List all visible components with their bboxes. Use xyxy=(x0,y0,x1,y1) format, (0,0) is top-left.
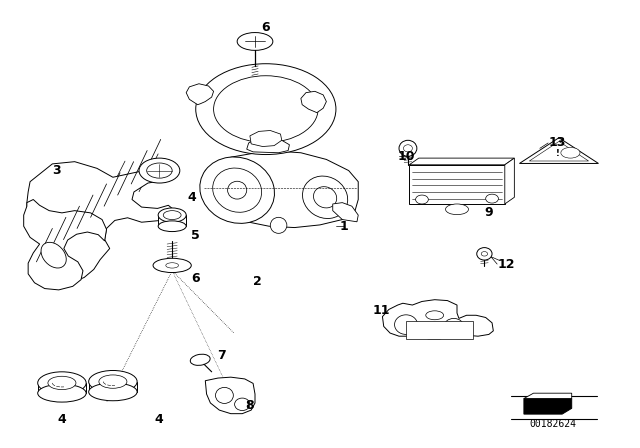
Polygon shape xyxy=(383,300,493,339)
Ellipse shape xyxy=(214,76,318,142)
Polygon shape xyxy=(301,91,326,113)
Text: 6: 6 xyxy=(191,272,200,285)
Ellipse shape xyxy=(153,258,191,272)
Ellipse shape xyxy=(394,315,417,334)
Polygon shape xyxy=(529,142,589,161)
Ellipse shape xyxy=(190,354,210,366)
Ellipse shape xyxy=(561,147,580,158)
Ellipse shape xyxy=(212,168,262,212)
Ellipse shape xyxy=(216,388,234,404)
Ellipse shape xyxy=(403,145,412,152)
Ellipse shape xyxy=(158,221,186,232)
Polygon shape xyxy=(520,138,598,164)
Ellipse shape xyxy=(99,375,127,388)
Polygon shape xyxy=(505,158,515,204)
Text: 1: 1 xyxy=(339,220,348,233)
Polygon shape xyxy=(38,383,86,393)
Ellipse shape xyxy=(481,252,488,256)
Ellipse shape xyxy=(139,158,180,183)
Ellipse shape xyxy=(196,64,336,155)
Text: 4: 4 xyxy=(58,413,66,426)
Ellipse shape xyxy=(228,181,246,199)
Polygon shape xyxy=(524,399,572,414)
Polygon shape xyxy=(246,139,289,153)
Polygon shape xyxy=(158,215,186,226)
Text: !: ! xyxy=(556,149,559,158)
Text: 12: 12 xyxy=(497,258,515,271)
Bar xyxy=(406,321,473,339)
Text: 9: 9 xyxy=(484,207,493,220)
Ellipse shape xyxy=(270,217,287,233)
Ellipse shape xyxy=(235,398,250,410)
Text: 4: 4 xyxy=(188,191,196,204)
Text: 8: 8 xyxy=(245,399,253,412)
Text: 10: 10 xyxy=(397,150,415,163)
Ellipse shape xyxy=(314,187,337,208)
Polygon shape xyxy=(27,162,177,285)
Ellipse shape xyxy=(486,194,499,203)
Ellipse shape xyxy=(163,211,181,220)
Ellipse shape xyxy=(200,157,275,224)
Polygon shape xyxy=(333,202,358,222)
Text: 7: 7 xyxy=(217,349,225,362)
Polygon shape xyxy=(204,151,358,228)
Ellipse shape xyxy=(399,140,417,156)
Polygon shape xyxy=(205,377,255,414)
Bar xyxy=(409,165,505,204)
Ellipse shape xyxy=(89,383,137,401)
Text: 11: 11 xyxy=(372,304,390,317)
Ellipse shape xyxy=(237,33,273,50)
Text: 13: 13 xyxy=(548,137,566,150)
Text: 3: 3 xyxy=(52,164,61,177)
Ellipse shape xyxy=(166,263,179,268)
Ellipse shape xyxy=(147,163,172,178)
Ellipse shape xyxy=(415,195,428,204)
Ellipse shape xyxy=(444,319,464,336)
Polygon shape xyxy=(524,393,572,399)
Polygon shape xyxy=(89,382,137,392)
Ellipse shape xyxy=(41,242,67,268)
Text: 00182624: 00182624 xyxy=(529,419,576,429)
Ellipse shape xyxy=(303,176,348,219)
Polygon shape xyxy=(409,158,515,165)
Text: 6: 6 xyxy=(261,21,270,34)
Ellipse shape xyxy=(158,208,186,222)
Ellipse shape xyxy=(38,384,86,402)
Ellipse shape xyxy=(426,311,444,320)
Ellipse shape xyxy=(89,370,137,393)
Polygon shape xyxy=(24,199,106,290)
Polygon shape xyxy=(250,130,282,146)
Ellipse shape xyxy=(204,68,328,150)
Polygon shape xyxy=(186,84,214,105)
Ellipse shape xyxy=(445,204,468,215)
Ellipse shape xyxy=(48,376,76,390)
Text: 5: 5 xyxy=(191,228,200,241)
Text: 4: 4 xyxy=(154,413,163,426)
Ellipse shape xyxy=(38,372,86,394)
Text: 2: 2 xyxy=(253,276,262,289)
Ellipse shape xyxy=(477,248,492,260)
